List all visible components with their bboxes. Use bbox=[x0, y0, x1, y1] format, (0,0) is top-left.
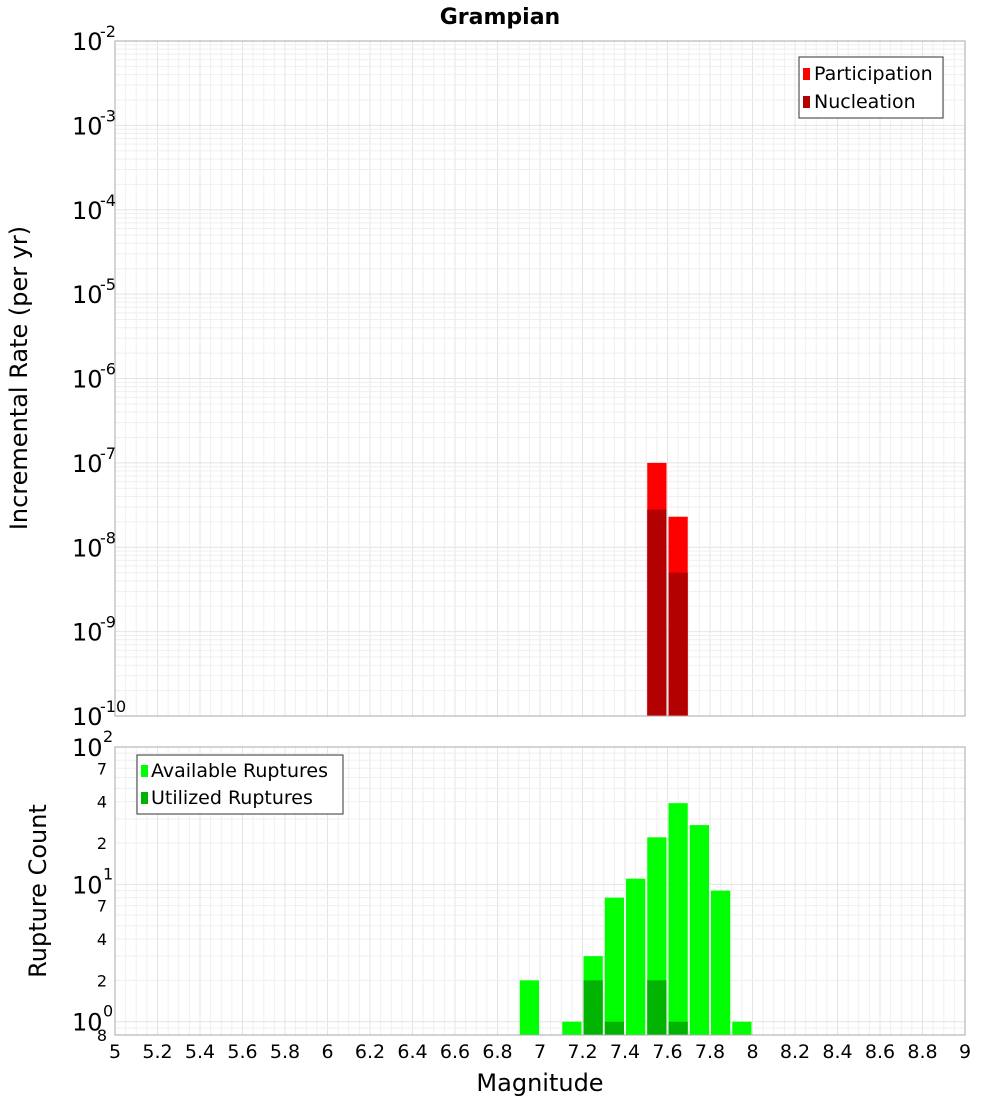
legend-label-utilized: Utilized Ruptures bbox=[151, 787, 313, 809]
x-tick-label: 7 bbox=[534, 1041, 546, 1063]
y-tick-label: 10 bbox=[72, 112, 103, 140]
count-bar-available-ruptures bbox=[626, 878, 646, 1035]
x-tick-label: 6.8 bbox=[482, 1041, 512, 1063]
top-legend-box bbox=[798, 56, 944, 119]
count-bar-available-ruptures bbox=[668, 803, 688, 1035]
count-bar-available-ruptures bbox=[711, 890, 731, 1035]
x-tick-label: 5.4 bbox=[185, 1041, 215, 1063]
bottom-bars bbox=[519, 803, 752, 1035]
bottom-legend: Available Ruptures Utilized Ruptures bbox=[136, 754, 344, 815]
y-minor-tick-label: 4 bbox=[97, 930, 107, 949]
x-tick-label: 7.4 bbox=[610, 1041, 640, 1063]
count-bar-available-ruptures bbox=[519, 980, 539, 1035]
x-tick-label: 8.6 bbox=[865, 1041, 895, 1063]
x-tick-label: 8.2 bbox=[780, 1041, 810, 1063]
x-ticks: 5 5.2 5.4 5.6 5.8 6 6.2 6.4 6.6 6.8 7 7.2 7.4 7.6 7.8 8… bbox=[109, 1041, 971, 1063]
x-tick-label: 8.8 bbox=[907, 1041, 937, 1063]
y-minor-tick-label: 4 bbox=[97, 793, 107, 812]
top-y-ticks: 10-210-310-410-510-610-710-810-910-10 bbox=[72, 22, 126, 731]
x-tick-label: 5 bbox=[109, 1041, 121, 1063]
x-tick-label: 8.4 bbox=[822, 1041, 852, 1063]
legend-label-nucleation: Nucleation bbox=[814, 91, 916, 113]
count-bar-utilized-ruptures bbox=[647, 980, 667, 1035]
y-tick-label: 10 bbox=[72, 703, 103, 731]
y-tick-label: 10 bbox=[72, 28, 103, 56]
top-bars bbox=[647, 462, 688, 716]
y-tick-exponent: 2 bbox=[103, 727, 113, 746]
y-minor-tick-label: 7 bbox=[97, 897, 107, 916]
y-tick-exponent: -6 bbox=[100, 360, 116, 379]
y-tick-exponent: -3 bbox=[100, 106, 116, 125]
legend-swatch-available bbox=[141, 765, 148, 777]
y-tick-exponent: -2 bbox=[100, 22, 116, 41]
y-tick-exponent: -4 bbox=[100, 191, 116, 210]
x-axis-label: Magnitude bbox=[476, 1069, 603, 1097]
y-tick-label: 10 bbox=[72, 1009, 103, 1037]
legend-swatch-nucleation bbox=[803, 96, 810, 108]
y-tick-label: 10 bbox=[72, 734, 103, 762]
count-bar-available-ruptures bbox=[689, 825, 709, 1035]
bottom-plot-frame bbox=[114, 746, 966, 1036]
x-tick-label: 6.2 bbox=[355, 1041, 385, 1063]
legend-label-available: Available Ruptures bbox=[151, 760, 328, 782]
legend-swatch-participation bbox=[803, 68, 810, 80]
y-tick-exponent: 1 bbox=[103, 864, 113, 883]
top-legend: Participation Nucleation bbox=[798, 56, 944, 119]
top-plot-frame bbox=[114, 40, 966, 717]
y-tick-exponent: 0 bbox=[103, 1002, 113, 1021]
y-minor-tick-label: 7 bbox=[97, 759, 107, 778]
y-tick-label: 10 bbox=[72, 450, 103, 478]
legend-swatch-utilized bbox=[141, 792, 148, 804]
legend-label-participation: Participation bbox=[814, 63, 933, 85]
chart-title: Grampian bbox=[440, 5, 560, 30]
y-tick-label: 10 bbox=[72, 534, 103, 562]
count-bar-available-ruptures bbox=[562, 1021, 582, 1035]
count-bar-available-ruptures bbox=[604, 897, 624, 1035]
top-y-axis-label: Incremental Rate (per yr) bbox=[5, 226, 33, 530]
x-tick-label: 6 bbox=[321, 1041, 333, 1063]
y-tick-label: 10 bbox=[72, 366, 103, 394]
x-tick-label: 8 bbox=[746, 1041, 758, 1063]
y-tick-label: 10 bbox=[72, 197, 103, 225]
y-tick-exponent: -8 bbox=[100, 528, 116, 547]
count-bar-utilized-ruptures bbox=[583, 980, 603, 1035]
x-tick-label: 7.2 bbox=[567, 1041, 597, 1063]
bottom-legend-box bbox=[136, 754, 344, 815]
x-tick-label: 7.8 bbox=[695, 1041, 725, 1063]
count-bar-utilized-ruptures bbox=[668, 1021, 688, 1035]
y-minor-tick-label: 2 bbox=[97, 834, 107, 853]
y-tick-exponent: -7 bbox=[100, 444, 116, 463]
x-tick-label: 7.6 bbox=[652, 1041, 682, 1063]
rate-bar-nucleation bbox=[668, 572, 688, 716]
x-tick-label: 5.6 bbox=[227, 1041, 257, 1063]
bottom-y-axis-label: Rupture Count bbox=[24, 804, 52, 978]
y-tick-label: 10 bbox=[72, 871, 103, 899]
y-tick-exponent: -9 bbox=[100, 613, 116, 632]
x-tick-label: 6.6 bbox=[440, 1041, 470, 1063]
x-tick-label: 6.4 bbox=[397, 1041, 427, 1063]
y-tick-label: 10 bbox=[72, 619, 103, 647]
y-minor-tick-label: 2 bbox=[97, 971, 107, 990]
x-tick-label: 5.2 bbox=[142, 1041, 172, 1063]
x-tick-label: 5.8 bbox=[270, 1041, 300, 1063]
y-minor-tick-label: 8 bbox=[97, 1026, 107, 1045]
rate-bar-nucleation bbox=[647, 509, 667, 716]
y-tick-label: 10 bbox=[72, 281, 103, 309]
top-grid bbox=[114, 40, 966, 717]
x-tick-label: 9 bbox=[959, 1041, 971, 1063]
y-tick-exponent: -10 bbox=[100, 697, 126, 716]
count-bar-available-ruptures bbox=[732, 1021, 752, 1035]
y-tick-exponent: -5 bbox=[100, 275, 116, 294]
count-bar-utilized-ruptures bbox=[604, 1021, 624, 1035]
